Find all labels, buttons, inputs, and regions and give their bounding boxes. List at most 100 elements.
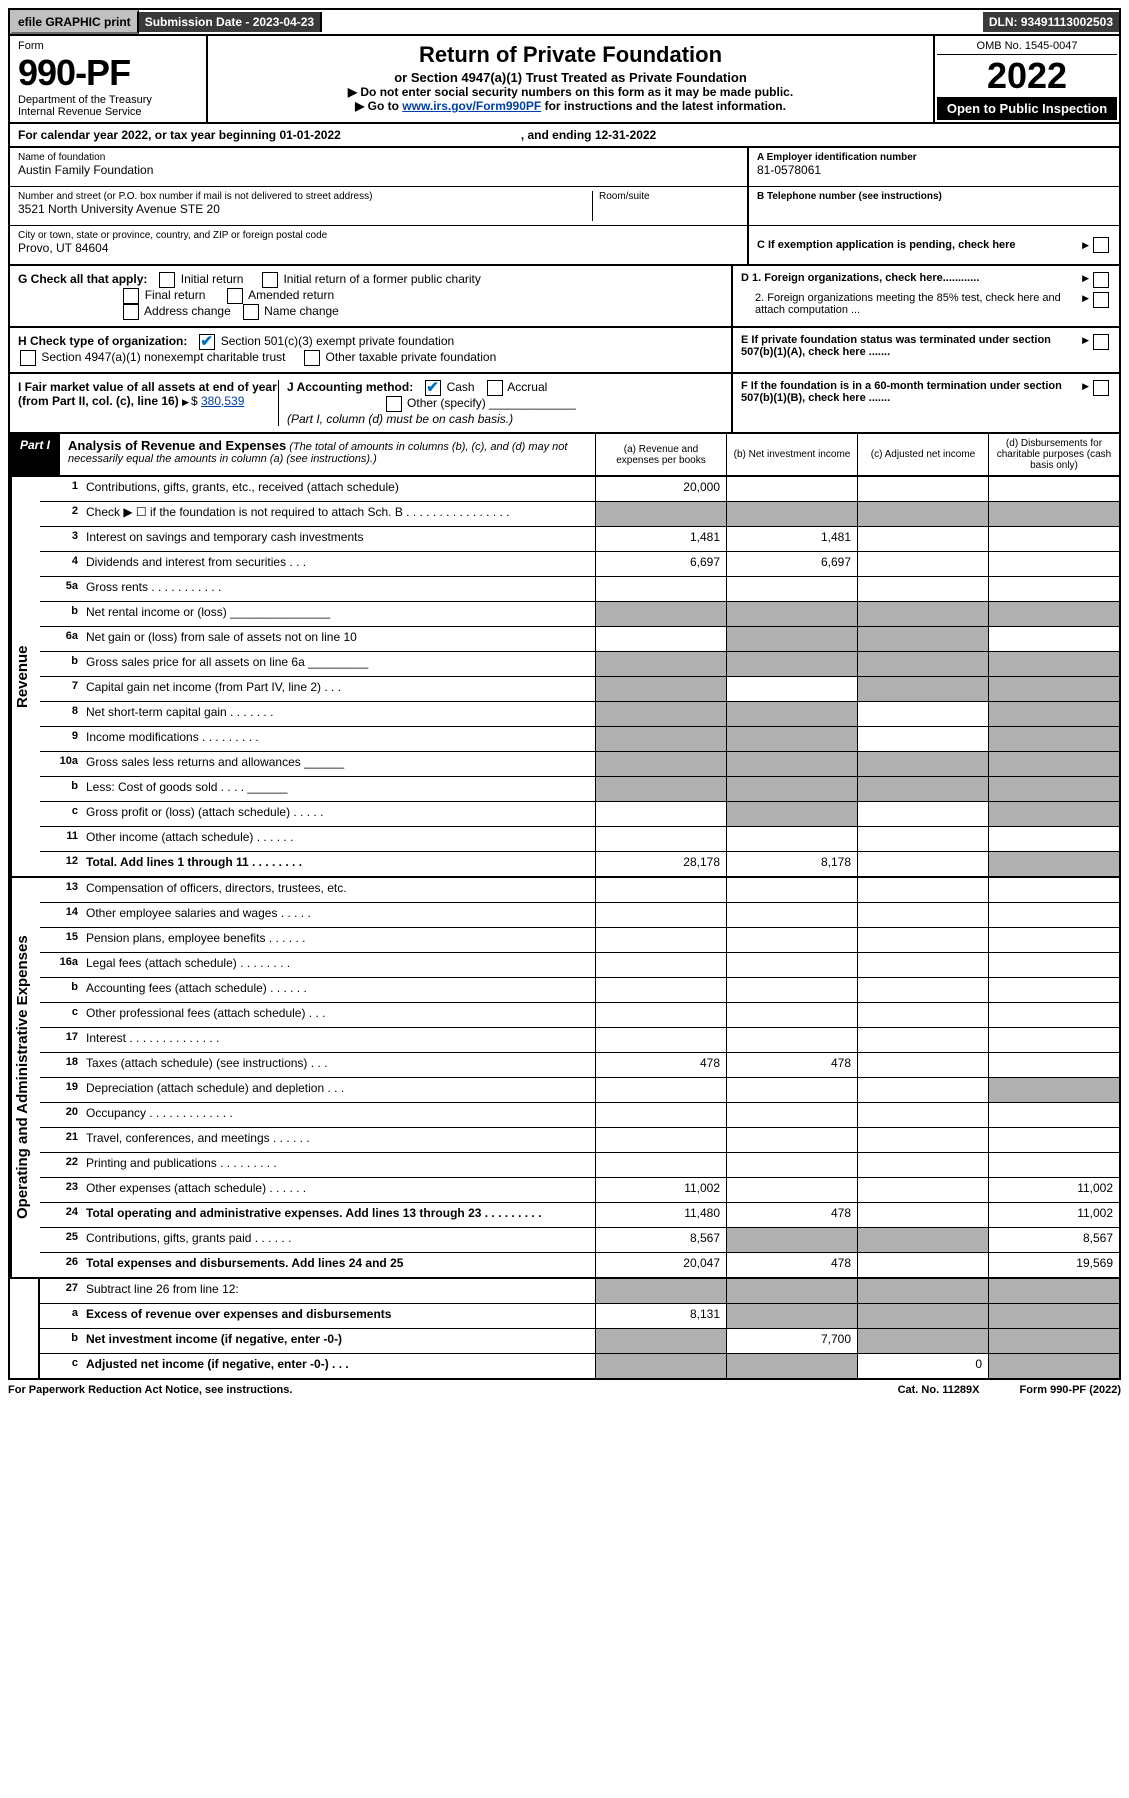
line-label: Gross sales price for all assets on line… <box>82 652 595 676</box>
line-row: 7Capital gain net income (from Part IV, … <box>40 677 1119 702</box>
i-j-f-row: I Fair market value of all assets at end… <box>8 374 1121 434</box>
line-label: Contributions, gifts, grants, etc., rece… <box>82 477 595 501</box>
cell-c: 0 <box>857 1354 988 1378</box>
line-row: 2Check ▶ ☐ if the foundation is not requ… <box>40 502 1119 527</box>
cell-c <box>857 1253 988 1277</box>
h-opt3: Other taxable private foundation <box>326 350 497 364</box>
addr-value: 3521 North University Avenue STE 20 <box>18 202 592 216</box>
line-number: 8 <box>40 702 82 726</box>
exemption-row: C If exemption application is pending, c… <box>749 226 1119 264</box>
cell-c <box>857 1228 988 1252</box>
cell-a: 6,697 <box>595 552 726 576</box>
revenue-side-label: Revenue <box>10 477 40 876</box>
e-checkbox[interactable] <box>1093 334 1109 350</box>
cell-a <box>595 602 726 626</box>
line-label: Accounting fees (attach schedule) . . . … <box>82 978 595 1002</box>
revenue-table: Revenue 1Contributions, gifts, grants, e… <box>8 477 1121 878</box>
line-number: 7 <box>40 677 82 701</box>
cell-a <box>595 1003 726 1027</box>
cell-c <box>857 903 988 927</box>
cell-c <box>857 852 988 876</box>
line-row: bNet rental income or (loss) ___________… <box>40 602 1119 627</box>
line-row: cOther professional fees (attach schedul… <box>40 1003 1119 1028</box>
d1-checkbox[interactable] <box>1093 272 1109 288</box>
g-opt-4: Address change <box>144 304 231 318</box>
part1-title: Analysis of Revenue and Expenses <box>68 438 286 453</box>
cell-d <box>988 1354 1119 1378</box>
part1-desc: Analysis of Revenue and Expenses (The to… <box>60 434 595 475</box>
line-label: Gross rents . . . . . . . . . . . <box>82 577 595 601</box>
j-cash-checkbox[interactable] <box>425 380 441 396</box>
cell-c <box>857 953 988 977</box>
name-value: Austin Family Foundation <box>18 163 739 177</box>
h-4947-checkbox[interactable] <box>20 350 36 366</box>
g-opt-5: Name change <box>264 304 339 318</box>
h-501c3-checkbox[interactable] <box>199 334 215 350</box>
address-change-checkbox[interactable] <box>123 304 139 320</box>
line-number: 15 <box>40 928 82 952</box>
cell-b <box>726 577 857 601</box>
line-number: 22 <box>40 1153 82 1177</box>
f-label: F If the foundation is in a 60-month ter… <box>741 380 1082 404</box>
h-section: H Check type of organization: Section 50… <box>10 328 731 372</box>
col-b-header: (b) Net investment income <box>726 434 857 475</box>
exemption-checkbox[interactable] <box>1093 237 1109 253</box>
efile-print-button[interactable]: efile GRAPHIC print <box>10 10 139 34</box>
line-label: Adjusted net income (if negative, enter … <box>82 1354 595 1378</box>
cell-d <box>988 702 1119 726</box>
form990pf-link[interactable]: www.irs.gov/Form990PF <box>402 99 541 113</box>
amended-return-checkbox[interactable] <box>227 288 243 304</box>
cell-c <box>857 602 988 626</box>
form-title: Return of Private Foundation <box>216 42 925 68</box>
line-label: Net short-term capital gain . . . . . . … <box>82 702 595 726</box>
top-bar: efile GRAPHIC print Submission Date - 20… <box>8 8 1121 36</box>
cell-b <box>726 928 857 952</box>
cell-c <box>857 1028 988 1052</box>
cell-b: 8,178 <box>726 852 857 876</box>
cell-c <box>857 1153 988 1177</box>
line-label: Excess of revenue over expenses and disb… <box>82 1304 595 1328</box>
h-other-checkbox[interactable] <box>304 350 320 366</box>
cell-b <box>726 652 857 676</box>
cell-d <box>988 827 1119 851</box>
submission-date: Submission Date - 2023-04-23 <box>139 12 322 32</box>
cell-c <box>857 752 988 776</box>
g-d-row: G Check all that apply: Initial return I… <box>8 266 1121 328</box>
d2-checkbox[interactable] <box>1093 292 1109 308</box>
line-number: a <box>40 1304 82 1328</box>
cell-a: 1,481 <box>595 527 726 551</box>
line-row: 9Income modifications . . . . . . . . . <box>40 727 1119 752</box>
initial-former-checkbox[interactable] <box>262 272 278 288</box>
final-return-checkbox[interactable] <box>123 288 139 304</box>
cell-c <box>857 627 988 651</box>
line-row: 3Interest on savings and temporary cash … <box>40 527 1119 552</box>
j-other-checkbox[interactable] <box>386 396 402 412</box>
line-label: Legal fees (attach schedule) . . . . . .… <box>82 953 595 977</box>
line-number: 21 <box>40 1128 82 1152</box>
line-label: Other income (attach schedule) . . . . .… <box>82 827 595 851</box>
goto-pre: ▶ Go to <box>355 99 402 113</box>
cell-c <box>857 1304 988 1328</box>
arrow-icon <box>1082 272 1091 288</box>
open-to-public: Open to Public Inspection <box>937 97 1117 120</box>
initial-return-checkbox[interactable] <box>159 272 175 288</box>
cell-b: 478 <box>726 1053 857 1077</box>
line-number: 9 <box>40 727 82 751</box>
cell-a <box>595 1329 726 1353</box>
cell-b <box>726 1354 857 1378</box>
line-row: cGross profit or (loss) (attach schedule… <box>40 802 1119 827</box>
f-checkbox[interactable] <box>1093 380 1109 396</box>
g-opt-1: Initial return of a former public charit… <box>283 272 480 286</box>
line-number: b <box>40 602 82 626</box>
line-label: Total. Add lines 1 through 11 . . . . . … <box>82 852 595 876</box>
cell-d <box>988 527 1119 551</box>
cell-d <box>988 677 1119 701</box>
cell-b <box>726 1128 857 1152</box>
exemption-label: C If exemption application is pending, c… <box>757 239 1082 251</box>
line-number: 4 <box>40 552 82 576</box>
name-change-checkbox[interactable] <box>243 304 259 320</box>
j-accrual-checkbox[interactable] <box>487 380 503 396</box>
form-ref: Form 990-PF (2022) <box>1020 1384 1121 1396</box>
cell-d: 8,567 <box>988 1228 1119 1252</box>
cell-b <box>726 802 857 826</box>
